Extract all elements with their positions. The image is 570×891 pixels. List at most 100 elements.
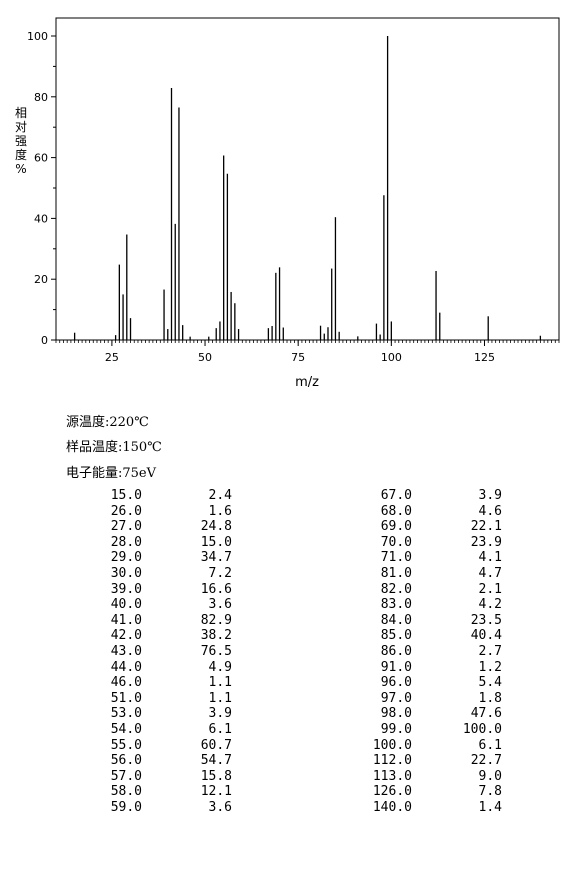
table-row: 98.0 47.6	[366, 706, 502, 722]
intensity-value: 22.7	[470, 753, 502, 769]
intensity-value: 7.2	[208, 565, 232, 581]
x-tick-label: 100	[381, 351, 402, 364]
table-row: 55.0 60.7	[96, 738, 232, 754]
intensity-value: 38.2	[200, 628, 232, 644]
table-row: 28.0 15.0	[96, 535, 232, 551]
intensity-value: 5.4	[478, 675, 502, 691]
table-row: 44.0 4.9	[96, 660, 232, 676]
intensity-value: 3.9	[208, 706, 232, 722]
mz-value: 82.0	[380, 581, 412, 597]
plot-frame	[55, 17, 560, 341]
y-tick-label: 80	[34, 91, 48, 104]
y-tick-label: 20	[34, 273, 48, 286]
table-row: 58.0 12.1	[96, 784, 232, 800]
mz-value: 86.0	[380, 643, 412, 659]
x-tick-label: 125	[474, 351, 495, 364]
table-row: 56.0 54.7	[96, 753, 232, 769]
mz-value: 15.0	[110, 488, 142, 503]
table-row: 84.0 23.5	[366, 613, 502, 629]
table-row: 26.0 1.6	[96, 504, 232, 520]
mz-value: 55.0	[110, 737, 142, 753]
x-axis: 25 50 75 100 125	[105, 340, 495, 364]
table-row: 83.0 4.2	[366, 597, 502, 613]
table-row: 43.0 76.5	[96, 644, 232, 660]
mz-value: 40.0	[110, 597, 142, 613]
intensity-value: 60.7	[200, 737, 232, 753]
mz-value: 43.0	[110, 643, 142, 659]
mz-value: 56.0	[110, 753, 142, 769]
intensity-value: 6.1	[478, 737, 502, 753]
mz-value: 53.0	[110, 706, 142, 722]
table-row: 54.0 6.1	[96, 722, 232, 738]
intensity-value: 15.0	[200, 534, 232, 550]
table-row: 57.0 15.8	[96, 769, 232, 785]
y-tick-label: 100	[27, 30, 48, 43]
table-row: 99.0 100.0	[366, 722, 502, 738]
table-row: 51.0 1.1	[96, 691, 232, 707]
intensity-value: 1.2	[478, 659, 502, 675]
intensity-value: 2.7	[478, 643, 502, 659]
mz-value: 46.0	[110, 675, 142, 691]
table-row: 68.0 4.6	[366, 504, 502, 520]
peak-table-left: 15.0 2.4 26.0 1.6 27.0 24.8 28.0 15.0 29.0 34.7 30…	[96, 488, 232, 815]
table-row: 15.0 2.4	[96, 488, 232, 504]
mz-value: 29.0	[110, 550, 142, 566]
intensity-value: 22.1	[470, 519, 502, 535]
mz-value: 51.0	[110, 690, 142, 706]
intensity-value: 3.9	[478, 488, 502, 503]
table-row: 42.0 38.2	[96, 628, 232, 644]
mz-value: 59.0	[110, 799, 142, 815]
y-axis-label: 相对强度%	[15, 106, 27, 176]
table-row: 112.0 22.7	[366, 753, 502, 769]
table-row: 113.0 9.0	[366, 769, 502, 785]
intensity-value: 3.6	[208, 799, 232, 815]
mz-value: 68.0	[380, 503, 412, 519]
intensity-value: 4.7	[478, 565, 502, 581]
table-row: 82.0 2.1	[366, 582, 502, 598]
spectrum-peaks	[73, 36, 542, 340]
mz-value: 58.0	[110, 784, 142, 800]
mz-value: 27.0	[110, 519, 142, 535]
intensity-value: 4.6	[478, 503, 502, 519]
intensity-value: 4.9	[208, 659, 232, 675]
intensity-value: 47.6	[470, 706, 502, 722]
intensity-value: 16.6	[200, 581, 232, 597]
y-tick-label: 0	[41, 334, 48, 347]
mass-spectrum-chart: 0 20 40 60 80 100 25 50 75 100 125 相对强度% m/z	[15, 17, 560, 390]
y-tick-label: 60	[34, 152, 48, 165]
table-row: 59.0 3.6	[96, 800, 232, 816]
table-row: 39.0 16.6	[96, 582, 232, 598]
x-tick-label: 75	[291, 351, 305, 364]
intensity-value: 15.8	[200, 768, 232, 784]
table-row: 67.0 3.9	[366, 488, 502, 504]
source-temperature: 源温度:220℃	[66, 415, 149, 430]
mz-value: 85.0	[380, 628, 412, 644]
table-row: 30.0 7.2	[96, 566, 232, 582]
table-row: 140.0 1.4	[366, 800, 502, 816]
intensity-value: 1.6	[208, 503, 232, 519]
mz-value: 42.0	[110, 628, 142, 644]
table-row: 71.0 4.1	[366, 550, 502, 566]
mz-value: 91.0	[380, 659, 412, 675]
table-row: 97.0 1.8	[366, 691, 502, 707]
intensity-value: 100.0	[462, 721, 502, 737]
table-row: 85.0 40.4	[366, 628, 502, 644]
mz-value: 83.0	[380, 597, 412, 613]
mz-value: 69.0	[380, 519, 412, 535]
table-row: 91.0 1.2	[366, 660, 502, 676]
mz-value: 99.0	[380, 721, 412, 737]
intensity-value: 24.8	[200, 519, 232, 535]
table-row: 40.0 3.6	[96, 597, 232, 613]
x-tick-label: 25	[105, 351, 119, 364]
x-tick-label: 50	[198, 351, 212, 364]
intensity-value: 7.8	[478, 784, 502, 800]
intensity-value: 40.4	[470, 628, 502, 644]
mz-value: 98.0	[380, 706, 412, 722]
intensity-value: 6.1	[208, 721, 232, 737]
intensity-value: 1.1	[208, 675, 232, 691]
mz-value: 54.0	[110, 721, 142, 737]
table-row: 41.0 82.9	[96, 613, 232, 629]
x-axis-label: m/z	[295, 375, 319, 390]
intensity-value: 76.5	[200, 643, 232, 659]
mz-value: 140.0	[372, 799, 412, 815]
